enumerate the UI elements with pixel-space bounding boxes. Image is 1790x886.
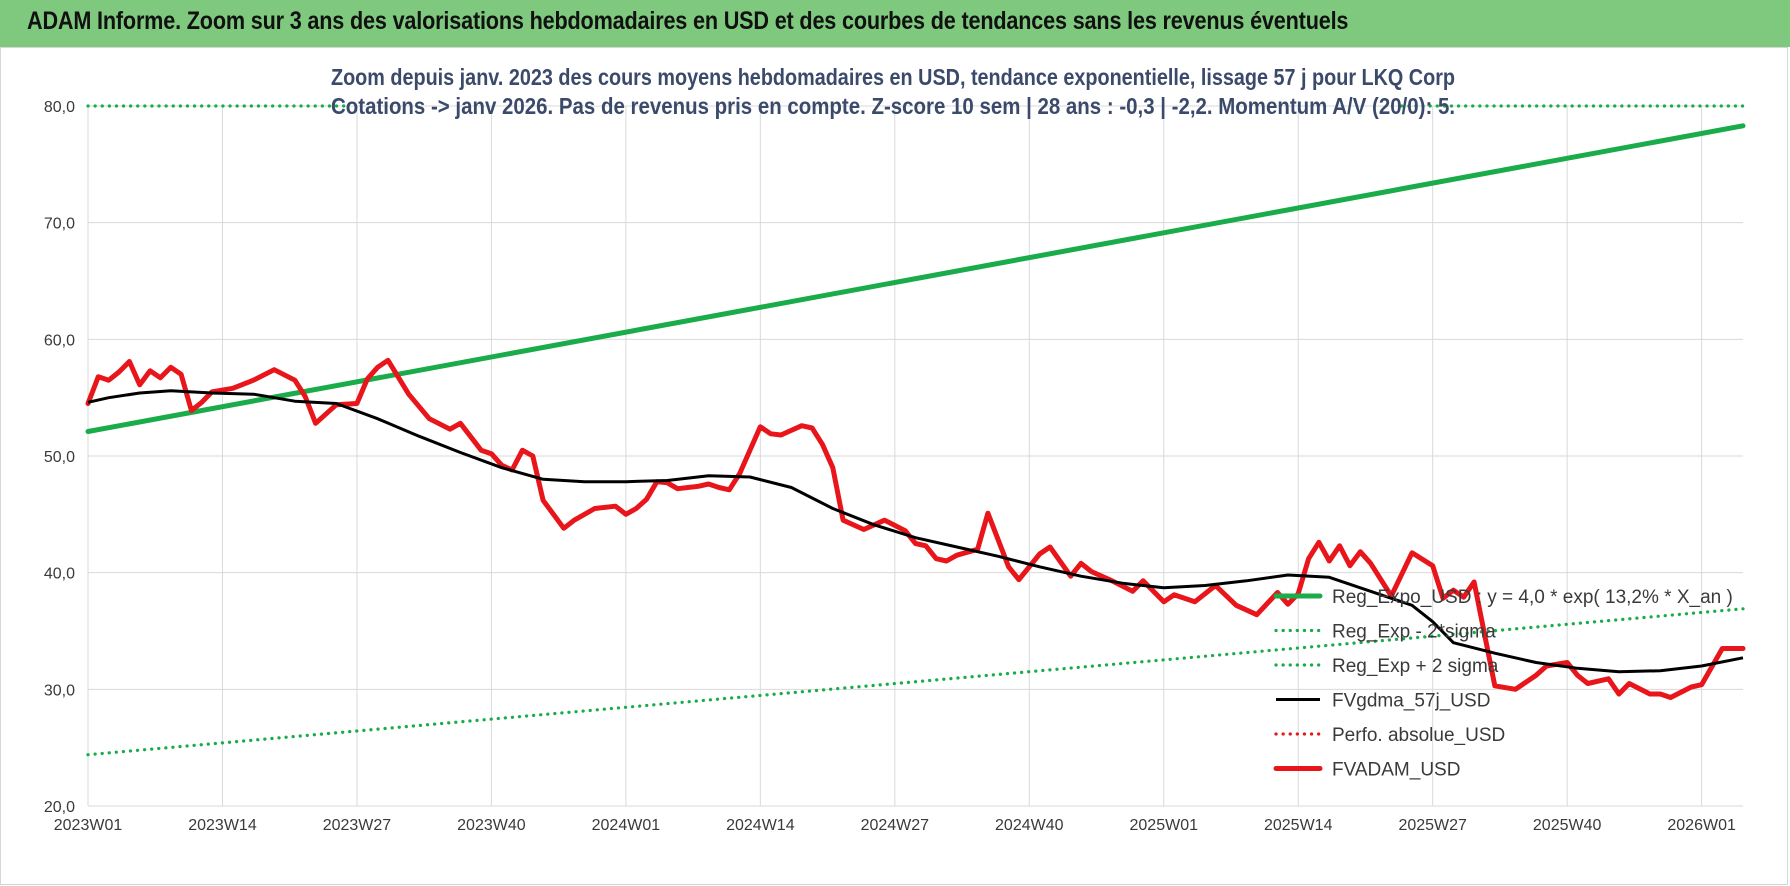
y-tick-label: 70,0	[44, 216, 75, 233]
legend-label: FVADAM_USD	[1332, 760, 1460, 781]
reg-exp-minus-2sigma-line	[86, 607, 1745, 757]
legend-label: Reg_Exp - 2*sigma	[1332, 622, 1496, 643]
grid-lines	[87, 105, 1743, 807]
x-tick-label: 2025W27	[1398, 817, 1467, 834]
x-tick-label: 2023W27	[323, 817, 392, 834]
x-tick-label: 2024W27	[861, 817, 930, 834]
x-tick-label: 2023W40	[457, 817, 526, 834]
series-layer	[85, 104, 1746, 757]
fvgdma-57j-line	[87, 389, 1744, 674]
line-chart: 20,030,040,050,060,070,080,0 2023W01 2023…	[44, 64, 1746, 834]
y-axis-tick-labels: 20,0 30,0 40,0 50,0 60,0 70,0 80,0	[44, 99, 75, 816]
chart-subtitle-line1: Zoom depuis janv. 2023 des cours moyens …	[331, 64, 1455, 90]
y-tick-label: 50,0	[44, 449, 75, 466]
x-tick-label: 2025W01	[1130, 817, 1199, 834]
y-tick-label: 60,0	[44, 332, 75, 349]
fvadam-line	[85, 357, 1746, 700]
x-tick-label: 2023W14	[188, 817, 257, 834]
banner-title: ADAM Informe. Zoom sur 3 ans des valoris…	[27, 7, 1349, 35]
chart-legend: Reg_Expo_USD : y = 4,0 * exp( 13,2% * X_…	[1273, 587, 1733, 781]
x-tick-label: 2024W40	[995, 817, 1064, 834]
chart-frame: 20,0 30,0 40,0 50,0 60,0 70,0 80,0 2023W01 2023…	[0, 47, 1788, 885]
y-tick-label: 20,0	[44, 799, 75, 816]
x-tick-label: 2025W40	[1533, 817, 1602, 834]
chart-subtitle-line2: Cotations -> janv 2026. Pas de revenus p…	[331, 93, 1455, 119]
title-banner: ADAM Informe. Zoom sur 3 ans des valoris…	[0, 0, 1790, 47]
reg-expo-line	[85, 123, 1746, 434]
legend-label: Perfo. absolue_USD	[1332, 725, 1505, 746]
y-tick-label: 80,0	[44, 99, 75, 116]
legend-label: FVgdma_57j_USD	[1332, 691, 1490, 712]
x-tick-label: 2024W14	[726, 817, 795, 834]
x-tick-label: 2024W01	[592, 817, 661, 834]
x-tick-label: 2023W01	[54, 817, 123, 834]
y-tick-label: 30,0	[44, 682, 75, 699]
x-tick-label: 2026W01	[1667, 817, 1736, 834]
x-axis-tick-labels: 2023W01 2023W14 2023W27 2023W40 2024W01 2024W…	[54, 817, 1736, 834]
y-tick-label: 40,0	[44, 566, 75, 583]
legend-label: Reg_Expo_USD : y = 4,0 * exp( 13,2% * X_…	[1332, 587, 1733, 608]
x-tick-label: 2025W14	[1264, 817, 1333, 834]
legend-label: Reg_Exp + 2 sigma	[1332, 656, 1499, 677]
